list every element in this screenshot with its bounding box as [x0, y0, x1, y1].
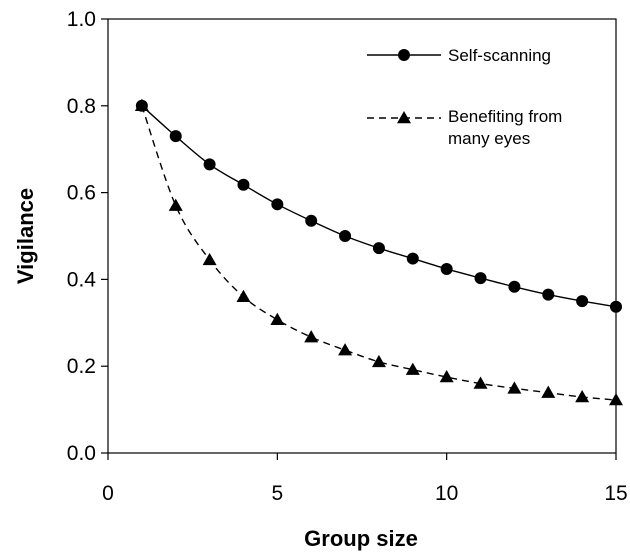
y-tick-label: 0.4 [67, 268, 97, 291]
data-point-circle [610, 300, 622, 313]
legend-label: Self-scanning [448, 46, 551, 65]
data-point-triangle [507, 381, 522, 394]
axes [101, 18, 617, 460]
x-axis-title: Group size [304, 526, 418, 551]
data-point-triangle [405, 362, 420, 375]
legend-marker-circle [398, 49, 410, 61]
data-point-triangle [270, 312, 285, 326]
series-layer [134, 98, 623, 406]
data-point-triangle [541, 385, 556, 398]
data-point-triangle [304, 330, 319, 343]
legend-label: Benefiting from [448, 107, 562, 126]
data-point-triangle [439, 370, 454, 383]
data-point-triangle [371, 354, 386, 368]
data-point-triangle [609, 393, 623, 406]
data-point-circle [576, 295, 589, 308]
series-line [141, 105, 617, 308]
y-tick-label: 0.8 [67, 95, 96, 118]
data-point-triangle [473, 376, 488, 389]
data-point-circle [440, 262, 453, 275]
legend: Self-scanning Benefiting from many eyes [367, 46, 562, 148]
data-point-circle [542, 288, 555, 301]
y-tick-label: 0.2 [67, 355, 96, 378]
series-self-scanning [135, 99, 622, 313]
plot-frame [107, 18, 617, 454]
y-tick-label: 0.6 [67, 182, 96, 205]
legend-marker-triangle [397, 111, 411, 124]
x-tick-label: 0 [102, 482, 114, 505]
y-tick-label: 1.0 [67, 8, 96, 31]
y-axis-title: Vigilance [13, 188, 38, 284]
data-point-circle [372, 242, 385, 255]
legend-item: Benefiting from many eyes [367, 107, 562, 148]
data-point-triangle [338, 343, 353, 356]
series-many-eyes [134, 98, 623, 406]
legend-label: many eyes [448, 129, 530, 148]
data-point-circle [237, 178, 250, 191]
x-tick-label: 10 [435, 482, 458, 505]
data-point-circle [508, 280, 521, 293]
data-point-circle [474, 272, 487, 285]
y-tick-label: 0.0 [67, 442, 96, 465]
data-point-circle [203, 158, 216, 171]
data-point-circle [271, 198, 284, 211]
data-point-circle [305, 214, 318, 227]
data-point-triangle [168, 198, 183, 211]
data-point-circle [169, 130, 182, 143]
legend-item: Self-scanning [367, 46, 551, 65]
x-tick-label: 5 [271, 482, 283, 505]
data-point-triangle [202, 252, 217, 266]
tick-labels: 0.0 0.2 0.4 0.6 0.8 1.0 0 5 10 15 [67, 8, 628, 505]
data-point-triangle [134, 98, 149, 112]
data-point-triangle [236, 289, 251, 303]
x-tick-label: 15 [604, 482, 627, 505]
data-point-circle [339, 230, 352, 242]
data-point-circle [406, 252, 419, 265]
data-point-triangle [575, 390, 590, 403]
